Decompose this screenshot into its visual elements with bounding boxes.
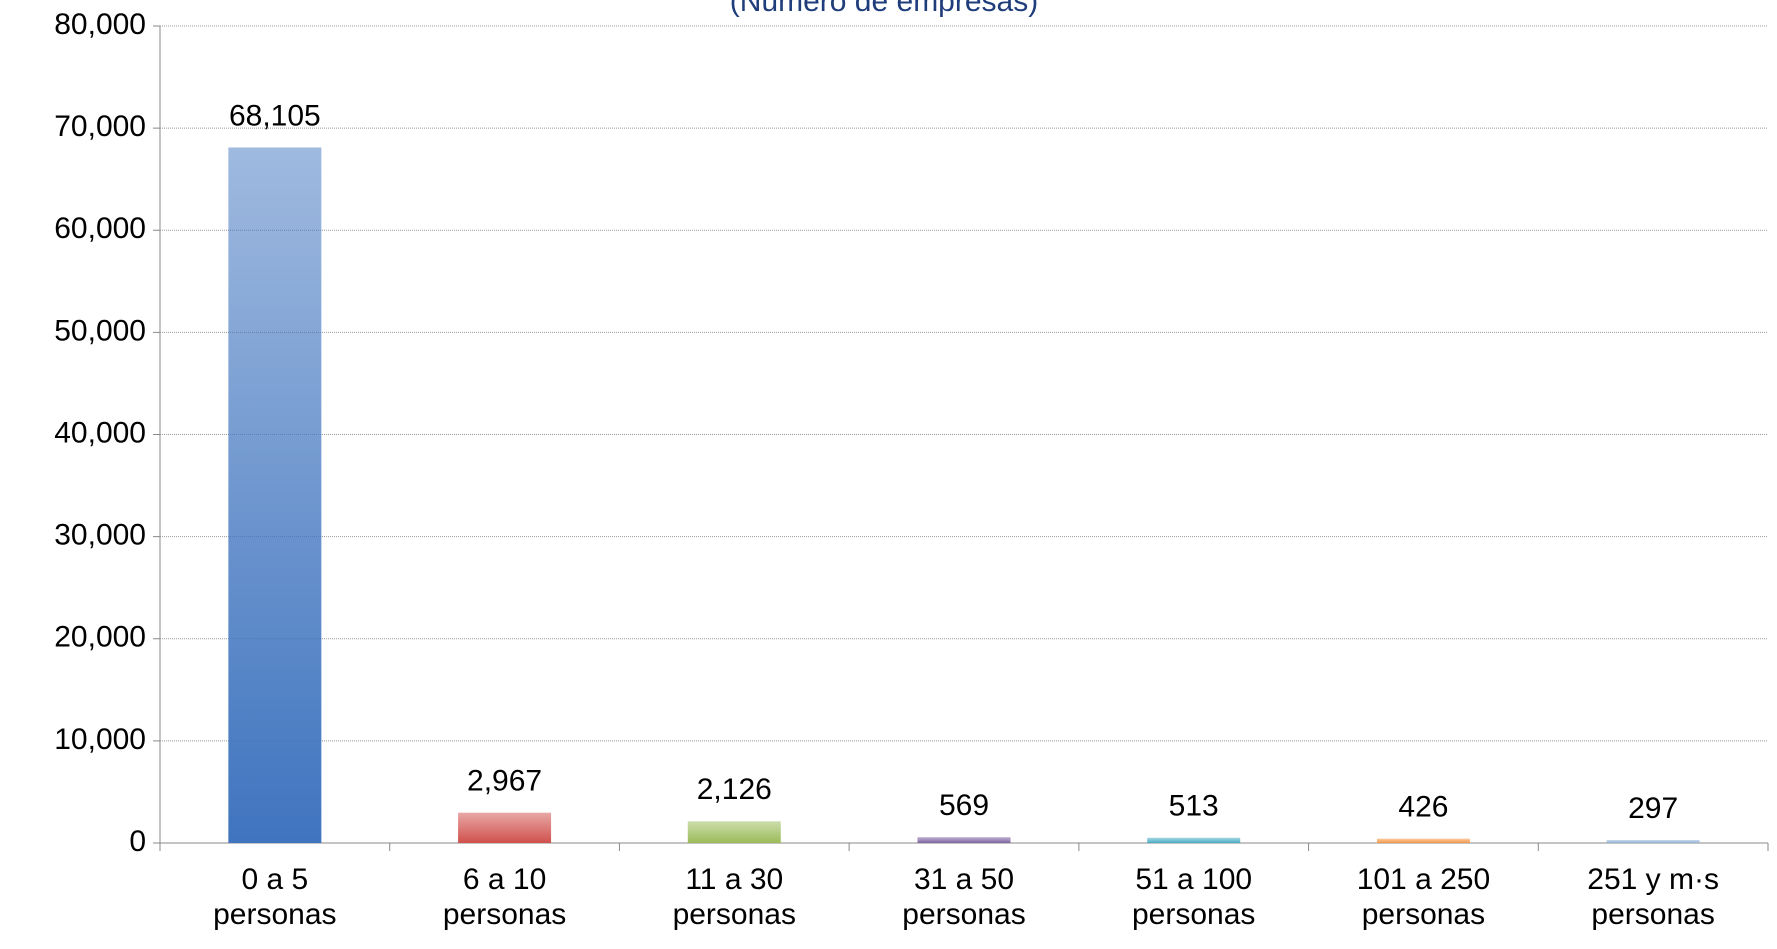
y-tick-label: 30,000: [54, 519, 146, 552]
bar: [458, 812, 552, 843]
bar: [228, 147, 322, 844]
value-label: 2,126: [697, 773, 772, 806]
bar: [687, 821, 781, 843]
value-label: 2,967: [467, 765, 542, 798]
x-tick-label: 11 a 30 personas: [672, 863, 796, 931]
x-tick-label: 51 a 100 personas: [1131, 863, 1256, 931]
y-tick-label: 70,000: [54, 110, 146, 143]
y-tick-label: 40,000: [54, 416, 146, 449]
value-label: 68,105: [229, 99, 321, 132]
x-tick-label: 101 a 250 personas: [1356, 863, 1491, 931]
bar: [1376, 838, 1470, 843]
value-label: 297: [1628, 792, 1678, 825]
y-tick-label: 60,000: [54, 212, 146, 245]
y-tick-label: 50,000: [54, 314, 146, 347]
chart-subtitle: (Número de empresas): [730, 0, 1038, 18]
x-tick-label: 251 y m·s personas: [1587, 863, 1719, 931]
y-tick-label: 80,000: [54, 8, 146, 41]
x-tick-label: 0 a 5 personas: [213, 863, 337, 931]
value-label: 513: [1169, 790, 1219, 823]
y-tick-label: 20,000: [54, 621, 146, 654]
value-label: 426: [1398, 791, 1448, 824]
bar: [1606, 839, 1700, 843]
y-tick-label: 0: [129, 825, 146, 858]
bar: [1147, 837, 1241, 843]
bar: [917, 837, 1011, 843]
y-tick-label: 10,000: [54, 723, 146, 756]
x-tick-label: 6 a 10 personas: [442, 863, 567, 931]
value-label: 569: [939, 789, 989, 822]
x-tick-label: 31 a 50 personas: [902, 863, 1026, 931]
